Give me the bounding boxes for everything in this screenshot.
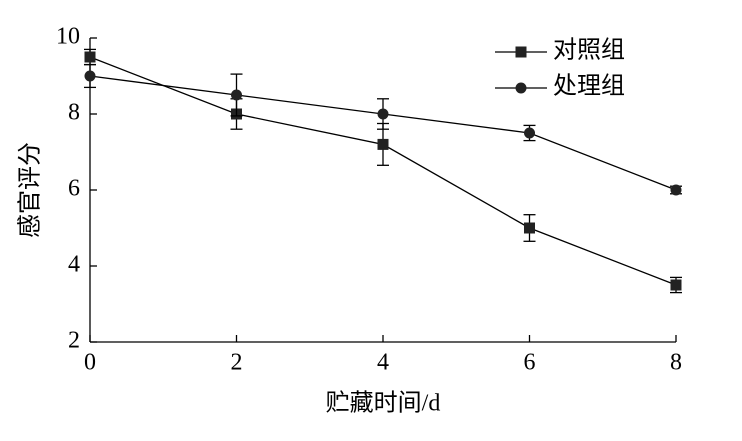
- x-tick-label: 4: [377, 350, 389, 376]
- y-tick-label: 4: [68, 252, 80, 278]
- x-tick-label: 6: [524, 350, 536, 376]
- data-point: [670, 279, 682, 291]
- y-axis-label: 感官评分: [17, 142, 44, 238]
- legend-marker: [515, 46, 527, 58]
- x-axis-label: 贮藏时间/d: [326, 390, 441, 417]
- y-tick-label: 6: [68, 176, 80, 202]
- legend-label: 对照组: [553, 37, 625, 64]
- data-point: [524, 127, 535, 139]
- legend-marker: [515, 82, 527, 94]
- data-point: [231, 89, 242, 101]
- data-point: [377, 108, 389, 120]
- x-tick-label: 2: [231, 350, 243, 376]
- y-tick-label: 8: [68, 100, 80, 126]
- y-tick-label: 2: [68, 328, 80, 354]
- data-point: [84, 70, 96, 82]
- legend-label: 处理组: [553, 73, 625, 100]
- data-point: [524, 222, 535, 234]
- data-point: [84, 51, 96, 63]
- y-tick-label: 10: [56, 24, 80, 50]
- data-point: [670, 184, 682, 196]
- data-point: [377, 138, 389, 150]
- x-tick-label: 8: [670, 350, 682, 376]
- x-tick-label: 0: [84, 350, 96, 376]
